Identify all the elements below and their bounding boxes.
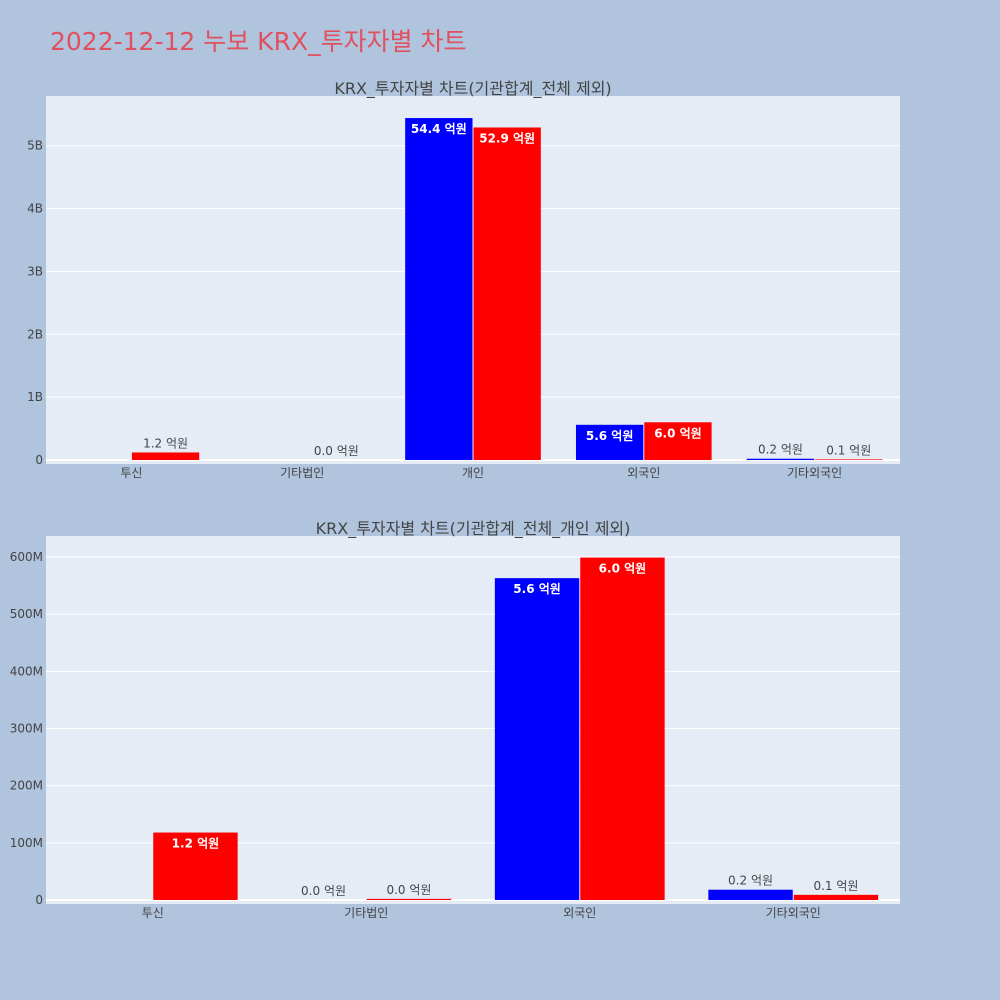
chart-bottom: 0 100M 200M 300M 400M 500M 600M KRX_투자자별 차트(기관합…	[10, 519, 900, 920]
x-tick-label: 기타법인	[344, 906, 388, 920]
bar-data-label: 1.2 억원	[143, 436, 188, 450]
bar	[405, 118, 473, 461]
y-tick-label: 4B	[27, 202, 43, 216]
x-tick-label: 기타외국인	[766, 906, 821, 920]
bar-data-label: 6.0 억원	[654, 426, 702, 440]
x-tick-label: 기타외국인	[787, 466, 842, 480]
x-tick-label: 기타법인	[280, 466, 324, 480]
y-tick-label: 2B	[27, 327, 43, 341]
bar-data-label: 5.6 억원	[586, 429, 634, 443]
x-tick-label: 외국인	[627, 466, 660, 480]
bar-data-label: 54.4 억원	[411, 122, 467, 136]
x-tick-label: 개인	[462, 466, 484, 480]
bar	[644, 422, 712, 460]
chart-title: KRX_투자자별 차트(기관합계_전체_개인 제외)	[316, 519, 631, 539]
bar	[473, 127, 541, 460]
y-tick-label: 500M	[10, 607, 43, 621]
bar	[815, 459, 883, 460]
y-tick-label: 200M	[10, 779, 43, 793]
bar-data-label: 0.0 억원	[301, 884, 346, 898]
bar-data-label: 0.2 억원	[728, 874, 773, 888]
x-tick-label: 외국인	[563, 906, 596, 920]
chart-title: KRX_투자자별 차트(기관합계_전체 제외)	[334, 79, 611, 99]
bar	[366, 898, 452, 900]
bar	[153, 832, 238, 900]
y-tick-label: 1B	[27, 390, 43, 404]
y-tick-label: 0	[35, 453, 43, 467]
bar-data-label: 52.9 억원	[479, 131, 535, 145]
page-title: 2022-12-12 누보 KRX_투자자별 차트	[50, 27, 467, 56]
bar-data-label: 0.0 억원	[314, 444, 359, 458]
y-tick-label: 600M	[10, 550, 43, 564]
bar	[494, 578, 580, 900]
bar-data-label: 5.6 억원	[513, 582, 561, 596]
x-tick-label: 투신	[142, 906, 164, 920]
y-tick-label: 0	[35, 893, 43, 907]
y-tick-label: 400M	[10, 664, 43, 678]
bar	[746, 458, 815, 460]
bar-data-label: 1.2 억원	[172, 837, 220, 851]
bar	[708, 889, 793, 900]
y-tick-label: 5B	[27, 139, 43, 153]
bar-data-label: 0.2 억원	[758, 443, 803, 457]
bar	[793, 894, 879, 900]
bar-data-label: 6.0 억원	[599, 562, 647, 576]
y-tick-label: 3B	[27, 264, 43, 278]
bar	[131, 452, 200, 460]
bar-data-label: 0.1 억원	[826, 443, 871, 457]
bar-data-label: 0.1 억원	[813, 879, 858, 893]
bar-data-label: 0.0 억원	[386, 883, 431, 897]
bar	[575, 424, 644, 460]
chart-top: 0 1B 2B 3B 4B 5B KRX_투자자별 차트(기관합계_전체 제외) 투신 1.2 …	[27, 79, 900, 480]
y-tick-label: 100M	[10, 836, 43, 850]
bar	[580, 557, 665, 900]
plot-area	[46, 96, 900, 464]
x-tick-label: 투신	[120, 466, 142, 480]
y-tick-label: 300M	[10, 722, 43, 736]
